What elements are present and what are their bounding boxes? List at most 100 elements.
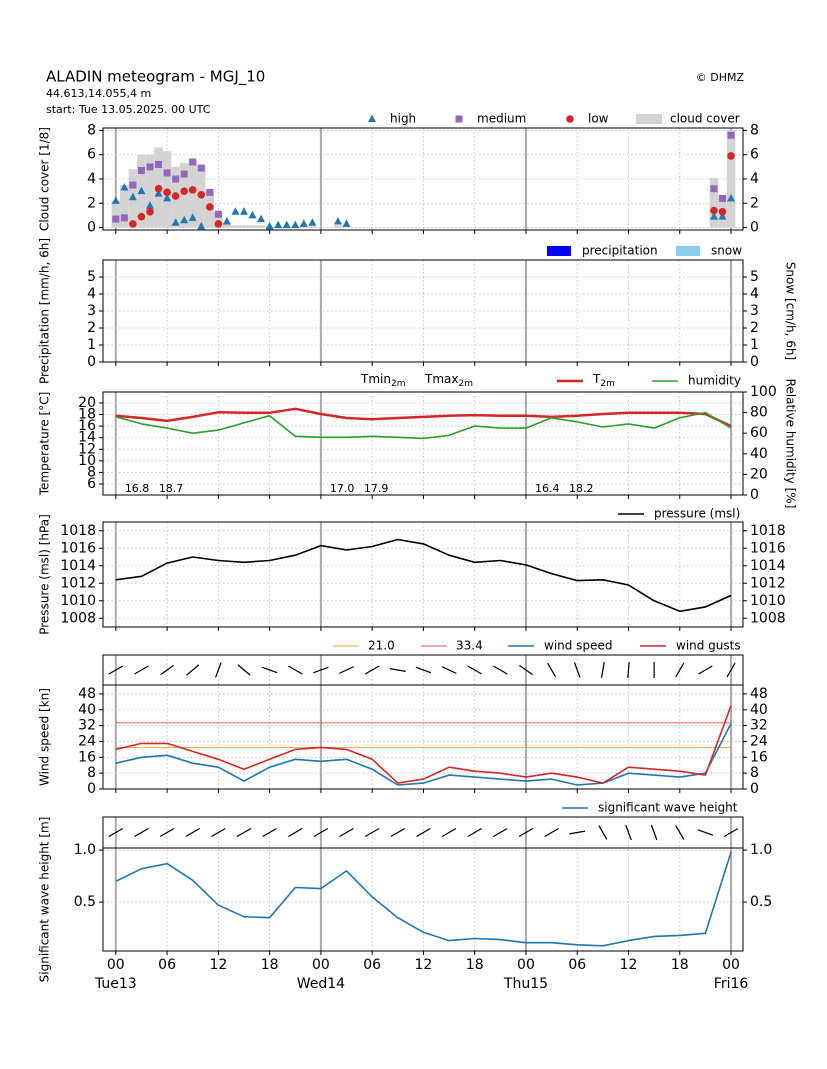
direction-arrow bbox=[339, 666, 355, 674]
x-tick-label: 00 bbox=[722, 957, 740, 973]
legend-label: low bbox=[588, 112, 609, 126]
direction-arrow bbox=[364, 827, 380, 838]
y-tick-label: 8 bbox=[87, 765, 96, 781]
high-cloud-marker bbox=[248, 210, 257, 219]
credit: © DHMZ bbox=[696, 71, 745, 84]
high-cloud-marker bbox=[197, 221, 206, 230]
x-tick-label: 06 bbox=[568, 957, 586, 973]
cloud-cover-bar bbox=[120, 185, 129, 228]
high-cloud-marker bbox=[163, 193, 172, 202]
high-cloud-marker bbox=[231, 207, 240, 215]
y-tick-label: 1018 bbox=[60, 523, 96, 539]
cloud-cover-bar bbox=[248, 225, 257, 228]
direction-arrow bbox=[364, 665, 380, 675]
direction-arrow bbox=[390, 827, 406, 838]
low-cloud-marker bbox=[129, 220, 137, 228]
high-cloud-marker bbox=[718, 212, 727, 220]
medium-cloud-marker bbox=[197, 164, 205, 172]
legend-label: wind gusts bbox=[676, 639, 741, 653]
y2-axis-label: Snow [cm/h, 6h] bbox=[784, 262, 798, 360]
direction-arrow bbox=[467, 665, 482, 675]
y-tick-label: 1014 bbox=[60, 558, 96, 574]
y-axis-label: Pressure (msl) [hPa] bbox=[38, 514, 52, 635]
tmin-legend-base: Tmin bbox=[360, 372, 391, 386]
y2-tick-label: 4 bbox=[750, 171, 759, 187]
tmax-label: 18.7 bbox=[159, 482, 184, 495]
y-tick-label: 16 bbox=[78, 418, 96, 434]
high-cloud-marker bbox=[265, 221, 274, 230]
high-cloud-marker bbox=[709, 212, 718, 220]
medium-cloud-marker bbox=[455, 115, 463, 123]
y-tick-label: 2 bbox=[87, 195, 96, 211]
medium-cloud-marker bbox=[155, 160, 163, 168]
low-cloud-marker bbox=[710, 206, 718, 215]
low-cloud-marker bbox=[214, 220, 223, 228]
high-cloud-marker bbox=[342, 219, 351, 227]
medium-cloud-marker bbox=[137, 167, 145, 174]
y2-tick-label: 0 bbox=[750, 354, 759, 370]
title: ALADIN meteogram - MGJ_10 bbox=[46, 68, 265, 87]
y2-tick-label: 16 bbox=[750, 749, 768, 765]
tmax-label: 17.9 bbox=[364, 482, 389, 495]
direction-arrow bbox=[600, 662, 605, 678]
y-axis-label: Precipitation [mm/h, 6h] bbox=[38, 238, 52, 384]
y2-tick-label: 2 bbox=[750, 195, 759, 211]
y2-tick-label: 48 bbox=[750, 686, 768, 702]
y-tick-label: 40 bbox=[78, 702, 96, 718]
high-cloud-marker bbox=[111, 196, 120, 204]
y2-tick-label: 8 bbox=[750, 765, 759, 781]
cloud-cover-bar bbox=[231, 225, 240, 228]
y-tick-label: 3 bbox=[87, 303, 96, 319]
high-cloud-marker bbox=[137, 186, 146, 195]
cloud-cover-bar bbox=[308, 226, 317, 228]
tmin-label: 17.0 bbox=[330, 482, 355, 495]
direction-arrow bbox=[493, 665, 508, 675]
x-tick-label: 18 bbox=[466, 957, 484, 973]
low-cloud-marker bbox=[180, 187, 188, 195]
low-cloud-marker bbox=[163, 188, 171, 197]
cloud-cover-bar bbox=[333, 225, 343, 228]
y-tick-label: 1012 bbox=[60, 575, 96, 591]
direction-arrow bbox=[236, 827, 252, 838]
medium-cloud-marker bbox=[206, 188, 214, 196]
direction-arrow bbox=[441, 827, 457, 838]
high-cloud-marker bbox=[128, 192, 137, 201]
low-cloud-marker bbox=[566, 115, 574, 123]
legend-swatch bbox=[547, 246, 571, 256]
direction-arrow bbox=[598, 825, 608, 840]
low-cloud-marker bbox=[146, 207, 154, 216]
medium-cloud-marker bbox=[129, 181, 137, 189]
x-tick-label: 00 bbox=[107, 957, 125, 973]
y-tick-label: 0.5 bbox=[74, 894, 96, 910]
x-tick-label: 12 bbox=[415, 957, 433, 973]
y-tick-label: 4 bbox=[87, 286, 96, 302]
y2-tick-label: 1014 bbox=[750, 558, 786, 574]
low-cloud-marker bbox=[727, 152, 735, 160]
y2-tick-label: 40 bbox=[750, 446, 768, 462]
cloud-cover-bar bbox=[256, 225, 266, 228]
x-tick-label: 18 bbox=[671, 957, 689, 973]
y-axis-label: Cloud cover [1/8] bbox=[38, 127, 52, 231]
y2-tick-label: 0 bbox=[750, 487, 759, 503]
high-cloud-marker bbox=[180, 215, 189, 224]
legend-label: precipitation bbox=[582, 244, 658, 258]
y2-tick-label: 1018 bbox=[750, 523, 786, 539]
y2-tick-label: 1016 bbox=[750, 540, 786, 556]
direction-arrow bbox=[547, 662, 557, 678]
direction-arrow bbox=[108, 665, 124, 675]
direction-arrow bbox=[627, 661, 630, 679]
y-tick-label: 1016 bbox=[60, 540, 96, 556]
tmin-legend: Tmin2m bbox=[360, 372, 405, 389]
y-tick-label: 14 bbox=[78, 430, 96, 446]
medium-cloud-marker bbox=[718, 194, 726, 202]
direction-arrow bbox=[544, 827, 559, 838]
day-label: Wed14 bbox=[297, 976, 345, 992]
medium-cloud-marker bbox=[146, 163, 154, 171]
tmax-legend-sub: 2m bbox=[458, 379, 473, 389]
legend-label: medium bbox=[477, 112, 526, 126]
y2-tick-label: 1 bbox=[750, 337, 759, 353]
x-tick-label: 12 bbox=[209, 957, 227, 973]
high-cloud-marker bbox=[188, 213, 197, 221]
cloud-cover-bar bbox=[299, 226, 309, 228]
high-cloud-marker bbox=[171, 218, 180, 226]
